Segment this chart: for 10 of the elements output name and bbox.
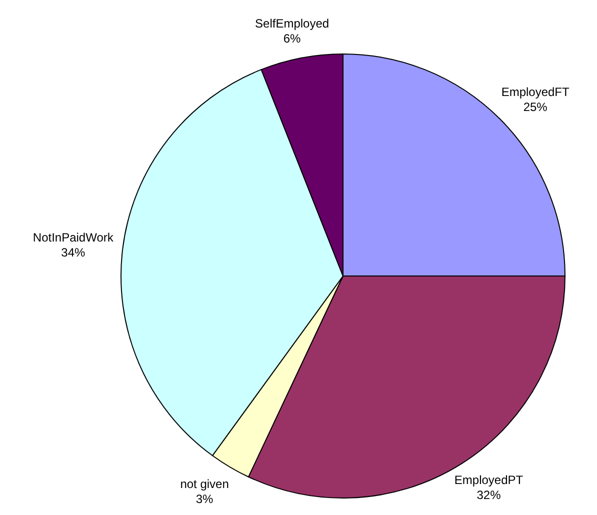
data-label: 6% <box>283 31 302 46</box>
data-label: 25% <box>523 100 548 114</box>
slice-label: not given <box>180 477 229 492</box>
data-label: 3% <box>196 492 214 506</box>
data-label: 32% <box>476 488 502 502</box>
slice-label: EmployedFT <box>501 85 570 100</box>
slice-label: NotInPaidWork <box>32 230 114 245</box>
data-label: 34% <box>61 246 86 260</box>
slice-label: SelfEmployed <box>255 16 330 30</box>
slice-label: EmployedPT <box>454 473 524 488</box>
